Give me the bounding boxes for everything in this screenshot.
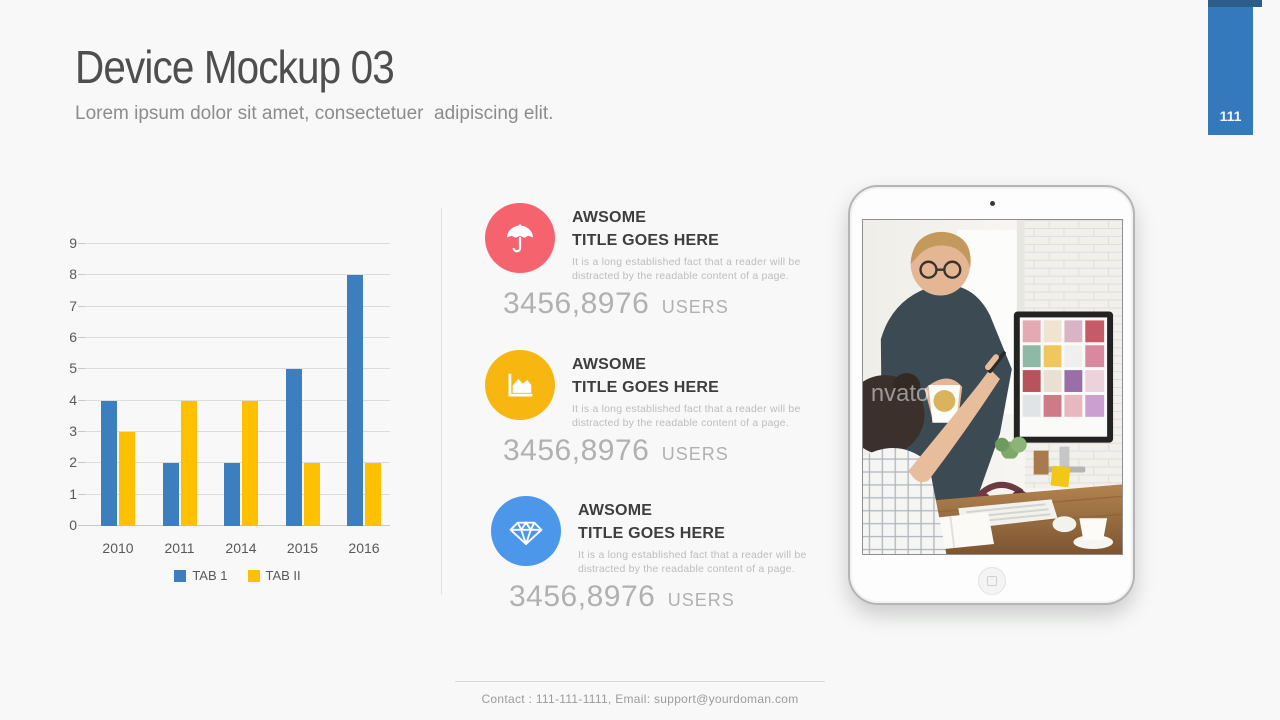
stat-unit: USERS	[661, 297, 729, 317]
stat-value: 3456,8976	[509, 580, 656, 613]
chart-gridline	[85, 399, 390, 401]
chart-gridline	[85, 368, 390, 370]
chart-x-tick-label: 2011	[164, 540, 195, 556]
chart-tick	[78, 305, 85, 307]
legend-item: TAB II	[247, 568, 301, 583]
stat-value: 3456,8976	[503, 434, 650, 467]
footer-contact: Contact : 111-111-1111, Email: support@y…	[481, 692, 799, 706]
feature-stat: 3456,8976 USERS	[509, 580, 735, 614]
bar-tab-ii-2015	[303, 463, 320, 526]
bar-tab-1-2016	[347, 275, 363, 526]
legend-swatch-icon	[247, 569, 260, 582]
legend-swatch-icon	[174, 569, 187, 582]
chart-gridline	[85, 243, 390, 244]
chart-tick	[78, 431, 85, 432]
chart-gridline	[85, 431, 390, 432]
chart-tick	[78, 368, 85, 370]
page-title: Device Mockup 03	[75, 41, 395, 93]
page-number-badge: 111	[1208, 7, 1253, 135]
bar-tab-ii-2014	[242, 400, 258, 526]
chart-y-tick-label: 0	[69, 517, 77, 533]
chart-tick	[78, 399, 85, 401]
badge-top-strip	[1208, 0, 1262, 7]
chart-y-tick-label: 7	[69, 297, 77, 314]
stat-unit: USERS	[661, 444, 729, 464]
stat-unit: USERS	[667, 590, 735, 610]
area-chart-icon	[508, 373, 533, 397]
chart-x-tick-label: 2014	[225, 540, 257, 556]
chart-tick	[78, 493, 85, 495]
chart-x-tick-label: 2016	[348, 540, 380, 556]
chart-gridline	[85, 274, 390, 276]
legend-label: TAB 1	[192, 568, 228, 583]
chart-tick	[78, 525, 85, 526]
footer-divider	[455, 681, 825, 682]
chart-gridline	[85, 305, 390, 307]
feature-title-line2: TITLE GOES HERE	[578, 525, 726, 542]
feature-title-line1: AWSOME	[572, 209, 647, 226]
feature-stat: 3456,8976 USERS	[503, 434, 729, 468]
tablet-screen-photo: nvato	[862, 219, 1123, 555]
chart-legend: TAB 1 TAB II	[85, 568, 390, 583]
diamond-icon	[509, 521, 543, 546]
page-number: 111	[1219, 108, 1242, 124]
chart-y-tick-label: 5	[69, 360, 77, 377]
feature-title-line1: AWSOME	[572, 356, 647, 373]
feature-description: It is a long established fact that a rea…	[572, 403, 801, 429]
feature-title-line2: TITLE GOES HERE	[572, 379, 720, 396]
bar-tab-1-2014	[224, 463, 240, 526]
diamond-icon	[491, 496, 561, 566]
chart-gridline	[85, 337, 390, 338]
legend-item: TAB 1	[174, 568, 228, 583]
office-photo-illustration: nvato	[863, 220, 1122, 554]
bar-tab-1-2015	[285, 369, 302, 526]
chart-y-tick-label: 6	[69, 329, 77, 345]
area-chart-icon	[485, 350, 555, 420]
chart-tick	[78, 274, 85, 276]
chart-y-tick-label: 4	[69, 391, 77, 408]
chart-tick	[78, 243, 85, 244]
tablet-camera-icon	[989, 201, 995, 206]
bar-tab-ii-2010	[119, 432, 135, 526]
vertical-divider	[441, 208, 442, 595]
umbrella-icon	[485, 203, 555, 273]
bar-tab-1-2010	[101, 400, 117, 526]
chart-tick	[78, 462, 85, 464]
bar-chart: 0 1 2 3 4 5 6 7 8 9 2010 2011 2014 2015 2016	[69, 235, 390, 556]
chart-tick	[78, 337, 85, 338]
stat-value: 3456,8976	[503, 287, 650, 320]
chart-y-tick-label: 1	[69, 485, 77, 502]
bar-tab-ii-2016	[365, 463, 381, 526]
tablet-mockup: nvato	[848, 185, 1135, 605]
feature-stat: 3456,8976 USERS	[503, 287, 729, 321]
chart-x-tick-label: 2010	[102, 540, 134, 556]
page-subtitle: Lorem ipsum dolor sit amet, consectetuer…	[75, 103, 554, 124]
chart-gridline	[85, 462, 390, 464]
chart-y-tick-label: 8	[69, 266, 77, 283]
feature-title-line2: TITLE GOES HERE	[572, 232, 720, 249]
tablet-home-button-icon	[977, 567, 1006, 595]
watermark-text: nvato	[871, 380, 929, 407]
feature-description: It is a long established fact that a rea…	[572, 256, 801, 282]
legend-label: TAB II	[265, 568, 301, 583]
bar-tab-ii-2011	[180, 400, 197, 526]
bar-tab-1-2011	[162, 463, 179, 526]
chart-y-tick-label: 9	[69, 235, 77, 251]
feature-description: It is a long established fact that a rea…	[578, 549, 807, 575]
chart-x-tick-label: 2015	[286, 540, 319, 556]
chart-y-tick-label: 2	[69, 454, 77, 471]
umbrella-icon	[507, 224, 533, 253]
feature-title-line1: AWSOME	[578, 502, 653, 519]
chart-y-tick-label: 3	[69, 423, 77, 439]
